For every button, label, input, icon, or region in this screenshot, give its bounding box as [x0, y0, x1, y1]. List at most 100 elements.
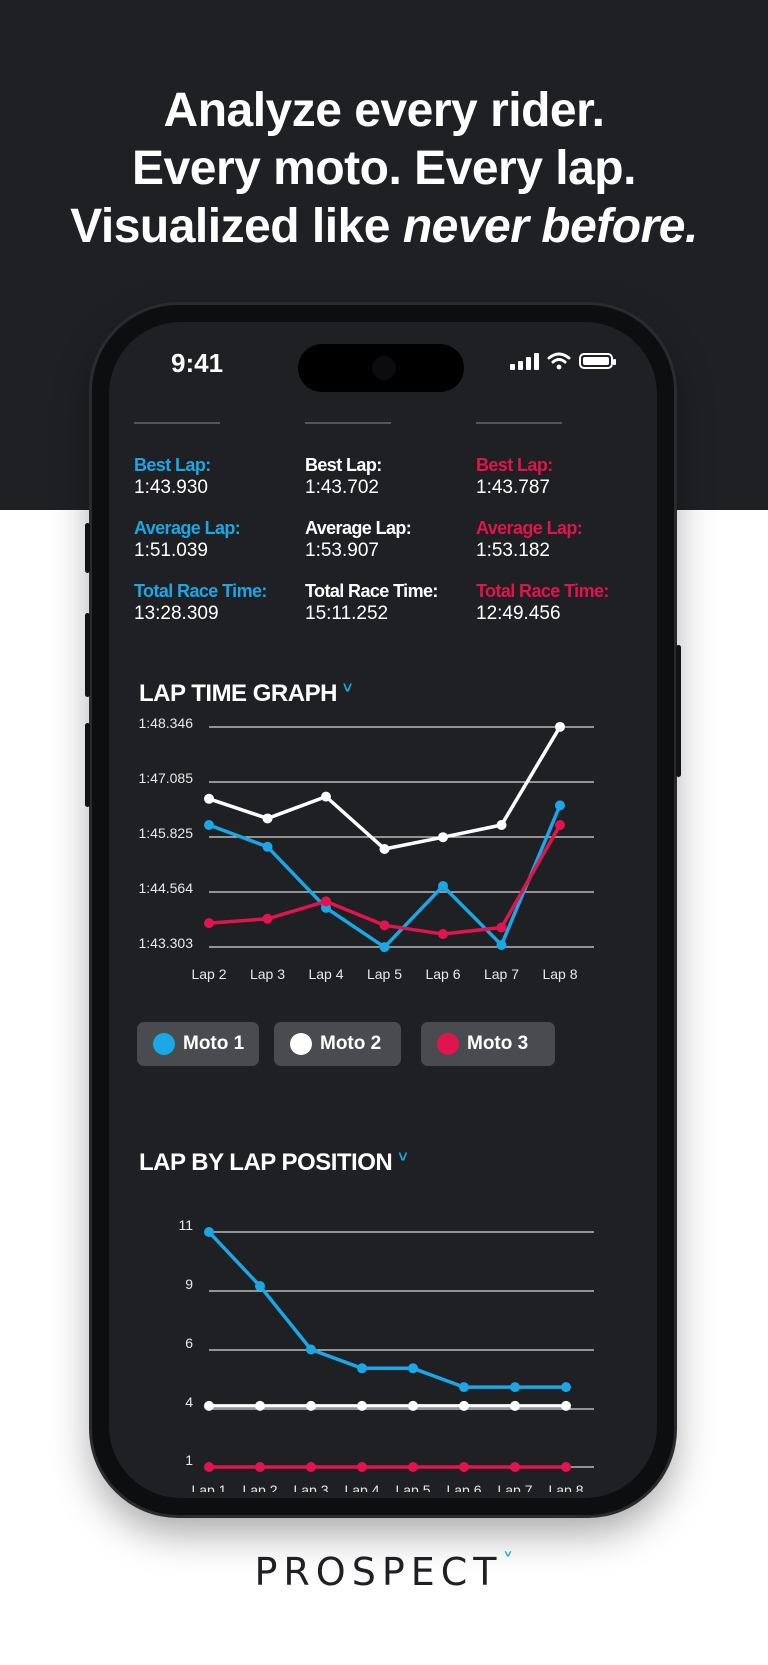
data-point-moto-1 [262, 841, 273, 852]
best-lap-label: Best Lap: [476, 455, 553, 475]
average-lap-value: 1:53.182 [476, 540, 550, 561]
wifi-icon [547, 352, 571, 370]
x-tick-label: Lap 1 [191, 1482, 226, 1492]
data-point-moto-3 [204, 918, 214, 929]
logo-text: PROSPECT [254, 1550, 503, 1594]
lap-time-graph-title[interactable]: LAP TIME GRAPH ˅ [139, 680, 352, 708]
logo-chevron-icon: ˅ [502, 1550, 514, 1575]
legend-label: Moto 1 [183, 1033, 245, 1054]
headline-line-3-italic: never before. [402, 200, 698, 253]
data-point-moto-2 [379, 843, 390, 854]
stats-moto-2: Best Lap: 1:43.702 Average Lap: 1:53.907… [305, 422, 465, 643]
legend-toggle-moto-2[interactable]: Moto 2 [274, 1022, 401, 1066]
data-point-moto-3 [510, 1462, 520, 1472]
data-point-moto-2 [357, 1400, 367, 1411]
stats-moto-3: Best Lap: 1:43.787 Average Lap: 1:53.182… [476, 422, 636, 643]
legend-toggle-moto-1[interactable]: Moto 1 [137, 1022, 259, 1066]
chevron-down-icon[interactable]: ˅ [398, 1149, 408, 1166]
data-point-moto-2 [306, 1400, 316, 1411]
data-point-moto-3 [561, 1462, 571, 1472]
data-point-moto-2 [204, 1400, 214, 1411]
legend-label: Moto 2 [320, 1033, 382, 1054]
cellular-signal-icon [510, 352, 539, 370]
lap-time-graph-title-text: LAP TIME GRAPH [139, 680, 337, 707]
y-tick-label: 6 [185, 1335, 193, 1351]
x-tick-label: Lap 5 [367, 966, 402, 982]
data-point-moto-3 [204, 1462, 214, 1472]
x-tick-label: Lap 7 [497, 1482, 532, 1492]
data-point-moto-3 [306, 1462, 316, 1472]
phone-frame: 9:41 Best Lap: 1:43.930 Average Lap: 1:5… [85, 305, 681, 1515]
average-lap-value: 1:51.039 [134, 540, 208, 561]
data-point-moto-3 [321, 896, 331, 907]
total-race-time-value: 15:11.252 [305, 603, 389, 624]
average-lap-value: 1:53.907 [305, 540, 379, 561]
data-point-moto-2 [438, 832, 448, 843]
camera-icon [372, 356, 396, 380]
power-button [676, 645, 681, 777]
stats-moto-1: Best Lap: 1:43.930 Average Lap: 1:51.039… [134, 422, 294, 643]
data-point-moto-1 [204, 819, 214, 830]
average-lap-label: Average Lap: [476, 518, 583, 538]
best-lap-value: 1:43.787 [476, 477, 550, 498]
data-point-moto-2 [561, 1400, 571, 1411]
y-tick-label: 11 [178, 1217, 193, 1233]
data-point-moto-1 [555, 800, 565, 811]
x-tick-label: Lap 2 [242, 1482, 277, 1492]
stats-divider [476, 422, 562, 424]
data-point-moto-2 [262, 813, 273, 824]
chevron-down-icon[interactable]: ˅ [342, 680, 352, 697]
x-tick-label: Lap 6 [425, 966, 460, 982]
lap-by-lap-position-title-text: LAP BY LAP POSITION [139, 1149, 393, 1176]
status-icons [510, 352, 616, 370]
data-point-moto-2 [555, 721, 565, 732]
average-lap-label: Average Lap: [134, 518, 241, 538]
x-tick-label: Lap 3 [293, 1482, 328, 1492]
headline-line-2: Every moto. Every lap. [132, 142, 636, 195]
data-point-moto-1 [438, 881, 448, 892]
data-point-moto-1 [496, 939, 507, 950]
data-point-moto-1 [510, 1382, 520, 1393]
data-point-moto-2 [255, 1400, 265, 1411]
data-point-moto-2 [204, 793, 214, 804]
series-line-moto-1 [207, 1230, 566, 1389]
data-point-moto-3 [255, 1462, 265, 1472]
x-tick-label: Lap 3 [250, 966, 285, 982]
data-point-moto-2 [459, 1400, 469, 1411]
legend-label: Moto 3 [467, 1033, 529, 1054]
data-point-moto-1 [561, 1382, 571, 1393]
dynamic-island [298, 344, 464, 392]
lap-time-chart: 1:48.346 1:47.085 1:45.825 1:44.564 1:43.303… [139, 715, 594, 982]
headline-line-3: Visualized like never before. [0, 198, 768, 256]
data-point-moto-3 [379, 920, 390, 931]
data-point-moto-3 [262, 913, 273, 924]
y-tick-label: 1:44.564 [139, 880, 194, 896]
best-lap-label: Best Lap: [134, 455, 211, 475]
action-button [85, 523, 90, 573]
data-point-moto-1 [357, 1363, 367, 1374]
headline: Analyze every rider. Every moto. Every l… [0, 82, 768, 256]
data-point-moto-3 [459, 1462, 469, 1472]
data-point-moto-1 [408, 1363, 418, 1374]
legend-dot-icon [290, 1033, 312, 1055]
data-point-moto-1 [459, 1382, 469, 1393]
volume-up-button [85, 613, 90, 697]
headline-line-1: Analyze every rider. [163, 84, 605, 137]
best-lap-value: 1:43.930 [134, 477, 208, 498]
lap-by-lap-position-title[interactable]: LAP BY LAP POSITION ˅ [139, 1149, 408, 1177]
legend-toggle-moto-3[interactable]: Moto 3 [421, 1022, 555, 1066]
data-point-moto-3 [555, 819, 565, 830]
position-chart: 11 9 6 4 1 Lap 1 Lap 2 Lap 3 Lap 4 Lap 5 Lap 6 Lap … [178, 1217, 594, 1492]
data-point-moto-2 [496, 819, 507, 830]
series-line-moto-2 [208, 725, 562, 851]
data-point-moto-3 [357, 1462, 367, 1472]
data-point-moto-2 [408, 1400, 418, 1411]
total-race-time-label: Total Race Time: [305, 581, 438, 601]
prospect-logo: PROSPECT˅ [0, 1550, 768, 1594]
y-tick-label: 4 [185, 1394, 193, 1410]
data-point-moto-3 [408, 1462, 418, 1472]
stats-divider [134, 422, 220, 424]
y-tick-label: 1:43.303 [139, 935, 194, 951]
y-tick-label: 1:47.085 [139, 770, 194, 786]
total-race-time-value: 12:49.456 [476, 603, 561, 624]
